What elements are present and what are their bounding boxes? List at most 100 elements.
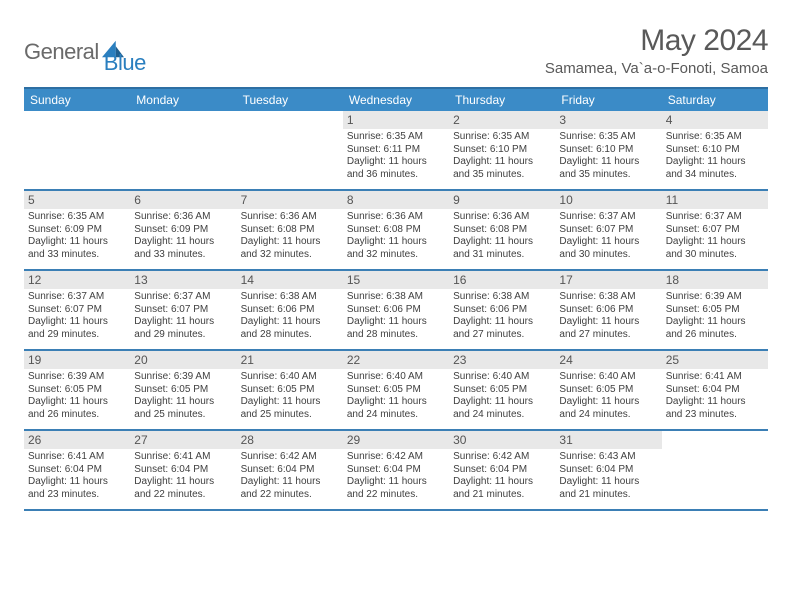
day-cell: 7Sunrise: 6:36 AMSunset: 6:08 PMDaylight… [237, 191, 343, 269]
day-cell: 31 Sunrise: 6:43 AMSunset: 6:04 PMDayligh… [555, 431, 661, 509]
day-cell: 29Sunrise: 6:42 AMSunset: 6:04 PMDayligh… [343, 431, 449, 509]
day-info: Sunrise: 6:36 AMSunset: 6:08 PMDaylight:… [453, 211, 551, 261]
day-number: 13 [130, 271, 236, 289]
day-header-cell: Saturday [662, 89, 768, 111]
day-info: Sunrise: 6:40 AMSunset: 6:05 PMDaylight:… [347, 371, 445, 421]
day-number: 4 [662, 111, 768, 129]
day-cell [130, 111, 236, 189]
day-cell [662, 431, 768, 509]
day-header-cell: Tuesday [237, 89, 343, 111]
day-info: Sunrise: 6:38 AMSunset: 6:06 PMDaylight:… [347, 291, 445, 341]
day-cell: 18Sunrise: 6:39 AMSunset: 6:05 PMDayligh… [662, 271, 768, 349]
day-cell: 12Sunrise: 6:37 AMSunset: 6:07 PMDayligh… [24, 271, 130, 349]
day-cell: 28Sunrise: 6:42 AMSunset: 6:04 PMDayligh… [237, 431, 343, 509]
day-number: 24 [555, 351, 661, 369]
day-number: 17 [555, 271, 661, 289]
day-info: Sunrise: 6:41 AMSunset: 6:04 PMDaylight:… [28, 451, 126, 501]
day-info: Sunrise: 6:42 AMSunset: 6:04 PMDaylight:… [241, 451, 339, 501]
day-header-row: SundayMondayTuesdayWednesdayThursdayFrid… [24, 87, 768, 111]
day-info: Sunrise: 6:37 AMSunset: 6:07 PMDaylight:… [134, 291, 232, 341]
day-number: 21 [237, 351, 343, 369]
day-cell: 6Sunrise: 6:36 AMSunset: 6:09 PMDaylight… [130, 191, 236, 269]
day-cell: 27Sunrise: 6:41 AMSunset: 6:04 PMDayligh… [130, 431, 236, 509]
day-header-cell: Sunday [24, 89, 130, 111]
day-number: 27 [130, 431, 236, 449]
day-cell: 17 Sunrise: 6:38 AMSunset: 6:06 PMDayligh… [555, 271, 661, 349]
week-row: 5Sunrise: 6:35 AMSunset: 6:09 PMDaylight… [24, 191, 768, 271]
header: General Blue May 2024 Samamea, Va`a-o-Fo… [24, 24, 768, 77]
day-cell: 16 Sunrise: 6:38 AMSunset: 6:06 PMDayligh… [449, 271, 555, 349]
day-info: Sunrise: 6:39 AMSunset: 6:05 PMDaylight:… [28, 371, 126, 421]
day-info: Sunrise: 6:37 AMSunset: 6:07 PMDaylight:… [666, 211, 764, 261]
day-cell: 30Sunrise: 6:42 AMSunset: 6:04 PMDayligh… [449, 431, 555, 509]
day-info: Sunrise: 6:38 AMSunset: 6:06 PMDaylight:… [241, 291, 339, 341]
week-row: 1 Sunrise: 6:35 AMSunset: 6:11 PMDaylight… [24, 111, 768, 191]
day-cell: 22 Sunrise: 6:40 AMSunset: 6:05 PMDayligh… [343, 351, 449, 429]
month-title: May 2024 [545, 24, 768, 58]
day-number: 15 [343, 271, 449, 289]
day-cell: 1 Sunrise: 6:35 AMSunset: 6:11 PMDaylight… [343, 111, 449, 189]
day-info: Sunrise: 6:39 AMSunset: 6:05 PMDaylight:… [134, 371, 232, 421]
day-info: Sunrise: 6:40 AMSunset: 6:05 PMDaylight:… [559, 371, 657, 421]
day-cell: 2 Sunrise: 6:35 AMSunset: 6:10 PMDaylight… [449, 111, 555, 189]
day-cell: 14 Sunrise: 6:38 AMSunset: 6:06 PMDayligh… [237, 271, 343, 349]
day-info: Sunrise: 6:37 AMSunset: 6:07 PMDaylight:… [559, 211, 657, 261]
day-info: Sunrise: 6:42 AMSunset: 6:04 PMDaylight:… [347, 451, 445, 501]
day-cell: 24 Sunrise: 6:40 AMSunset: 6:05 PMDayligh… [555, 351, 661, 429]
calendar: SundayMondayTuesdayWednesdayThursdayFrid… [24, 87, 768, 511]
day-info: Sunrise: 6:36 AMSunset: 6:08 PMDaylight:… [241, 211, 339, 261]
week-row: 19Sunrise: 6:39 AMSunset: 6:05 PMDayligh… [24, 351, 768, 431]
day-cell: 23 Sunrise: 6:40 AMSunset: 6:05 PMDayligh… [449, 351, 555, 429]
day-number: 25 [662, 351, 768, 369]
day-number: 2 [449, 111, 555, 129]
day-info: Sunrise: 6:35 AMSunset: 6:11 PMDaylight:… [347, 131, 445, 181]
day-number: 31 [555, 431, 661, 449]
day-number: 22 [343, 351, 449, 369]
day-cell: 8 Sunrise: 6:36 AMSunset: 6:08 PMDaylight… [343, 191, 449, 269]
day-cell: 10 Sunrise: 6:37 AMSunset: 6:07 PMDayligh… [555, 191, 661, 269]
day-cell: 5Sunrise: 6:35 AMSunset: 6:09 PMDaylight… [24, 191, 130, 269]
day-number: 19 [24, 351, 130, 369]
day-info: Sunrise: 6:40 AMSunset: 6:05 PMDaylight:… [453, 371, 551, 421]
day-number: 16 [449, 271, 555, 289]
day-info: Sunrise: 6:38 AMSunset: 6:06 PMDaylight:… [559, 291, 657, 341]
day-info: Sunrise: 6:35 AMSunset: 6:10 PMDaylight:… [453, 131, 551, 181]
day-cell: 20 Sunrise: 6:39 AMSunset: 6:05 PMDayligh… [130, 351, 236, 429]
day-cell: 15 Sunrise: 6:38 AMSunset: 6:06 PMDayligh… [343, 271, 449, 349]
day-info: Sunrise: 6:35 AMSunset: 6:10 PMDaylight:… [666, 131, 764, 181]
day-number: 6 [130, 191, 236, 209]
day-info: Sunrise: 6:35 AMSunset: 6:09 PMDaylight:… [28, 211, 126, 261]
day-info: Sunrise: 6:43 AMSunset: 6:04 PMDaylight:… [559, 451, 657, 501]
day-info: Sunrise: 6:36 AMSunset: 6:08 PMDaylight:… [347, 211, 445, 261]
day-cell: 25 Sunrise: 6:41 AMSunset: 6:04 PMDayligh… [662, 351, 768, 429]
day-info: Sunrise: 6:42 AMSunset: 6:04 PMDaylight:… [453, 451, 551, 501]
day-number: 20 [130, 351, 236, 369]
day-cell [24, 111, 130, 189]
day-info: Sunrise: 6:38 AMSunset: 6:06 PMDaylight:… [453, 291, 551, 341]
title-block: May 2024 Samamea, Va`a-o-Fonoti, Samoa [545, 24, 768, 77]
day-number: 12 [24, 271, 130, 289]
day-number: 3 [555, 111, 661, 129]
day-header-cell: Thursday [449, 89, 555, 111]
logo-text-blue: Blue [104, 50, 146, 76]
day-header-cell: Friday [555, 89, 661, 111]
day-number: 1 [343, 111, 449, 129]
day-cell [237, 111, 343, 189]
day-number: 14 [237, 271, 343, 289]
day-cell: 4 Sunrise: 6:35 AMSunset: 6:10 PMDaylight… [662, 111, 768, 189]
day-number: 23 [449, 351, 555, 369]
day-cell: 11Sunrise: 6:37 AMSunset: 6:07 PMDayligh… [662, 191, 768, 269]
location: Samamea, Va`a-o-Fonoti, Samoa [545, 60, 768, 77]
day-number: 26 [24, 431, 130, 449]
day-cell: 3Sunrise: 6:35 AMSunset: 6:10 PMDaylight… [555, 111, 661, 189]
day-number: 8 [343, 191, 449, 209]
day-cell: 26 Sunrise: 6:41 AMSunset: 6:04 PMDayligh… [24, 431, 130, 509]
day-header-cell: Monday [130, 89, 236, 111]
week-row: 12Sunrise: 6:37 AMSunset: 6:07 PMDayligh… [24, 271, 768, 351]
day-number: 10 [555, 191, 661, 209]
day-info: Sunrise: 6:39 AMSunset: 6:05 PMDaylight:… [666, 291, 764, 341]
week-row: 26 Sunrise: 6:41 AMSunset: 6:04 PMDayligh… [24, 431, 768, 511]
day-cell: 21 Sunrise: 6:40 AMSunset: 6:05 PMDayligh… [237, 351, 343, 429]
day-info: Sunrise: 6:40 AMSunset: 6:05 PMDaylight:… [241, 371, 339, 421]
day-info: Sunrise: 6:41 AMSunset: 6:04 PMDaylight:… [666, 371, 764, 421]
